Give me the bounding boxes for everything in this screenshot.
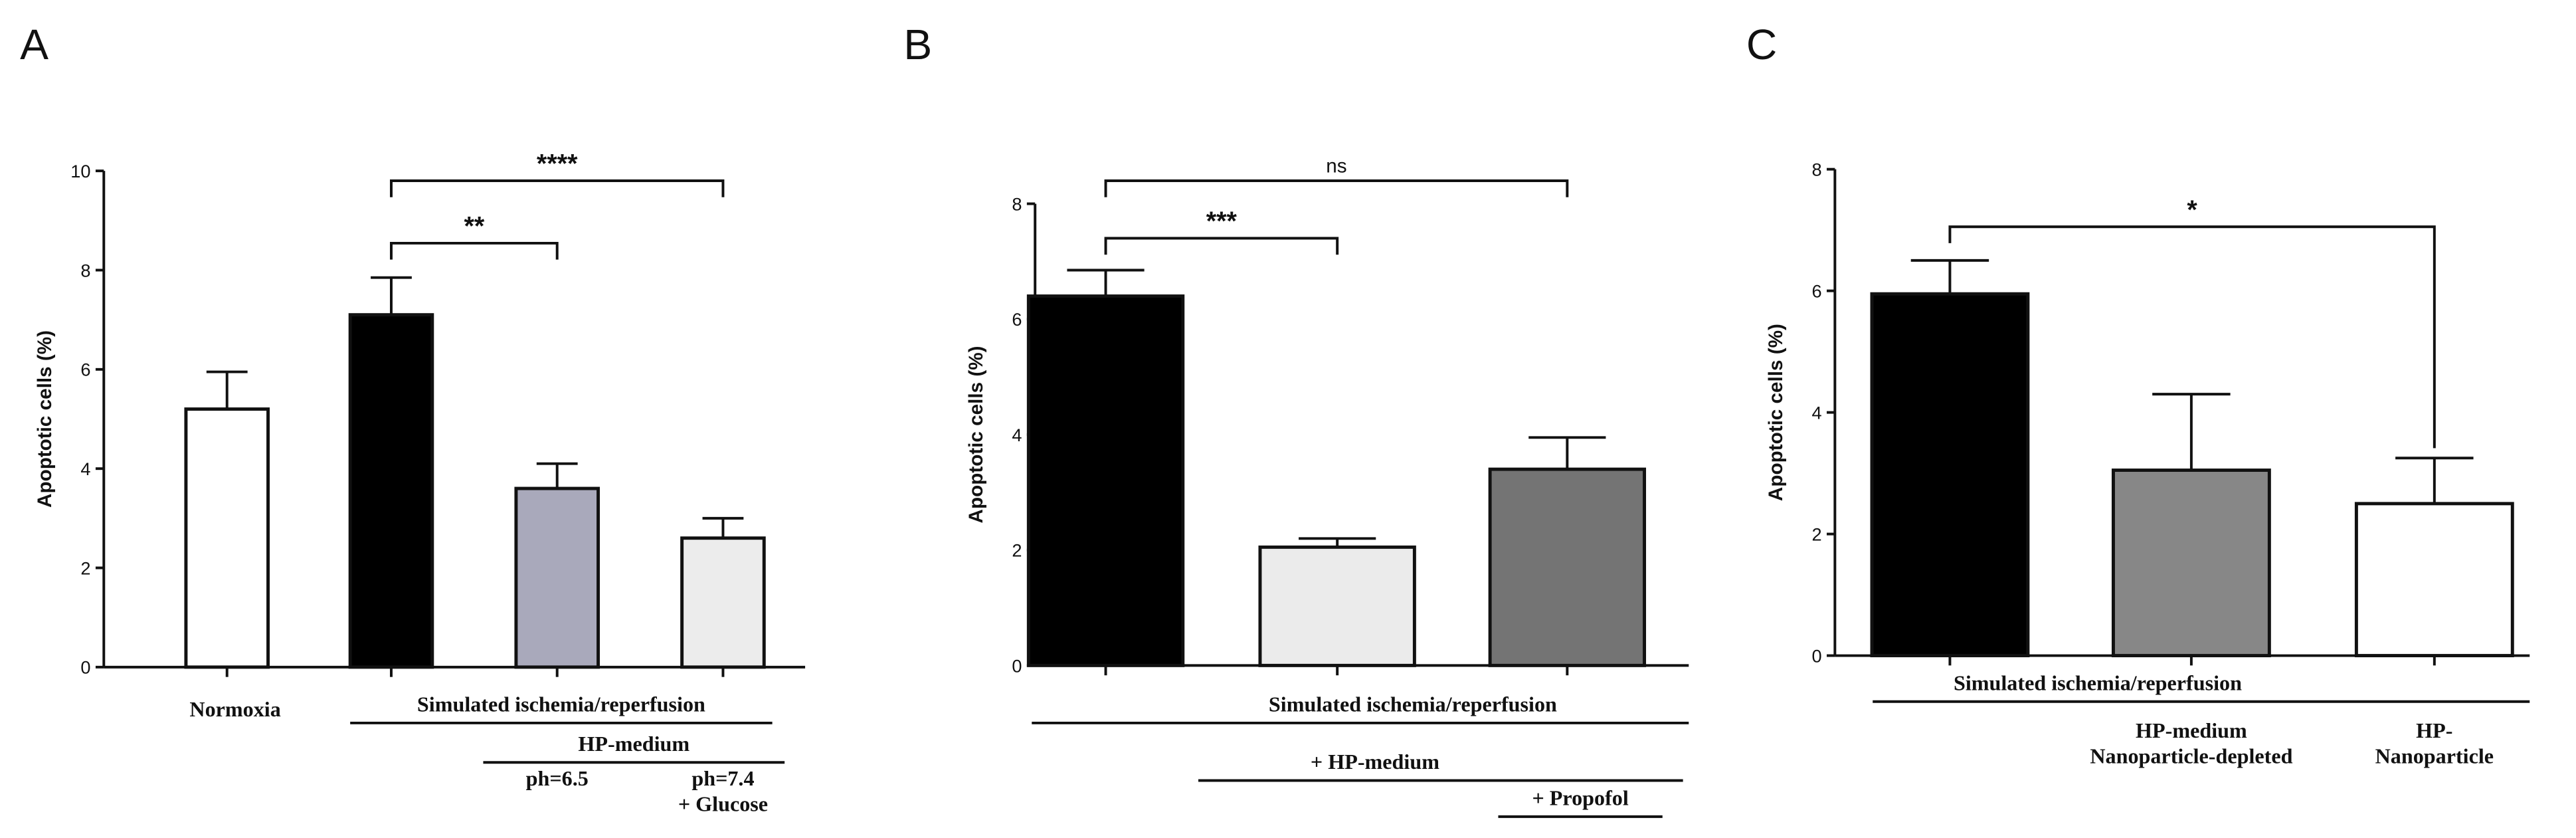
significance-bracket	[390, 179, 725, 197]
significance-label: *	[2187, 195, 2197, 225]
y-tick-label: 10	[70, 161, 90, 181]
y-tick-label: 8	[1811, 159, 1821, 180]
group-label: Simulated ischemia/reperfusion	[1954, 671, 2242, 694]
y-tick-label: 6	[80, 360, 90, 380]
category-label: ph=6.5	[526, 766, 589, 790]
significance-bracket	[390, 241, 559, 260]
significance-bracket	[1104, 237, 1339, 255]
y-tick-label: 0	[80, 657, 90, 678]
category-label: ph=7.4 + Glucose	[678, 766, 768, 816]
group-label: + Propofol	[1532, 786, 1628, 810]
bar	[2354, 502, 2514, 658]
significance-label: ns	[1326, 156, 1346, 177]
significance-label: **	[464, 212, 484, 241]
category-label: HP-Nanoparticle	[2375, 718, 2494, 768]
y-tick-label: 4	[1012, 425, 1022, 445]
y-tick-label: 8	[80, 260, 90, 280]
category-label: HP-medium Nanoparticle-depleted	[2090, 718, 2292, 768]
group-label: Simulated ischemia/reperfusion	[1269, 692, 1557, 716]
y-tick-label: 6	[1811, 281, 1821, 302]
y-tick-label: 2	[1811, 524, 1821, 544]
panel-label: B	[903, 21, 932, 68]
bar	[1258, 545, 1416, 667]
bar	[680, 536, 766, 669]
panel-label: A	[20, 21, 48, 68]
significance-label: ***	[1206, 207, 1238, 236]
y-tick-label: 2	[1012, 540, 1022, 561]
y-axis-label: Apoptotic cells (%)	[965, 346, 987, 524]
significance-label: ****	[537, 150, 578, 179]
panel: C Apoptotic cells (%) 0 2 4 6 8 HP-medium Nanopa…	[1746, 21, 2530, 768]
y-tick-label: 2	[80, 558, 90, 578]
y-axis-label: Apoptotic cells (%)	[34, 330, 56, 508]
y-tick-label: 8	[1012, 193, 1022, 214]
y-tick-label: 4	[1811, 403, 1821, 423]
y-tick-label: 0	[1012, 655, 1022, 676]
y-tick-label: 4	[80, 459, 90, 479]
bar	[1026, 294, 1185, 667]
group-label: HP-medium	[578, 732, 690, 756]
y-tick-label: 6	[1012, 309, 1022, 330]
bar	[1488, 467, 1647, 667]
category-label: Normoxia	[189, 697, 280, 721]
bar	[514, 486, 600, 669]
y-axis-label: Apoptotic cells (%)	[1765, 324, 1787, 501]
bar	[2111, 469, 2271, 658]
panel: A Apoptotic cells (%) 0 2 4 6 8 10 Normoxia ph=6.…	[20, 21, 806, 816]
y-tick-label: 0	[1811, 645, 1821, 666]
group-label: Simulated ischemia/reperfusion	[417, 692, 705, 716]
significance-bracket	[1104, 179, 1569, 197]
bar	[184, 407, 270, 669]
bar	[348, 313, 434, 669]
panel-label: C	[1746, 21, 1777, 68]
panel: B Apoptotic cells (%) 0 2 4 6 8 *** ns Simulated …	[903, 21, 1689, 818]
group-label: + HP-medium	[1311, 750, 1439, 774]
bar	[1870, 292, 2030, 658]
significance-bracket	[1948, 225, 2436, 449]
